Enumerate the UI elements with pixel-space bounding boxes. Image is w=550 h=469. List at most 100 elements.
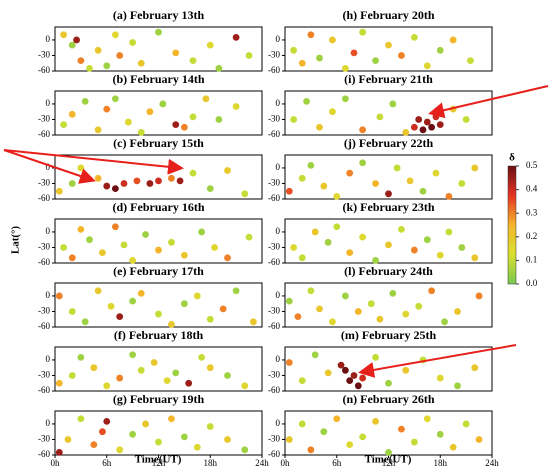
data-point <box>290 244 298 251</box>
data-point <box>180 433 188 441</box>
data-point <box>329 36 336 44</box>
y-tick-label: -60 <box>38 257 50 267</box>
data-point <box>329 108 336 116</box>
data-point <box>172 121 180 129</box>
data-point <box>155 246 162 254</box>
data-point <box>471 164 479 172</box>
data-point <box>475 436 483 443</box>
data-point <box>241 446 249 454</box>
y-tick-label: 0 <box>276 98 281 108</box>
data-point <box>428 123 436 131</box>
data-point <box>103 382 111 390</box>
data-point <box>402 310 410 318</box>
panel-title: (e) February 17th <box>113 264 204 278</box>
data-point <box>471 254 479 262</box>
x-tick-label: 0h <box>281 458 291 468</box>
data-point <box>436 251 444 259</box>
data-point <box>219 305 227 313</box>
y-tick-label: 0 <box>276 34 281 44</box>
data-point <box>354 382 362 390</box>
data-point <box>155 177 162 185</box>
data-point <box>354 308 362 315</box>
data-point <box>471 364 479 372</box>
data-point <box>359 159 367 167</box>
data-point <box>423 236 431 244</box>
data-point <box>372 57 379 65</box>
data-point <box>77 225 85 233</box>
x-tick-label: 0h <box>51 458 61 468</box>
data-point <box>298 377 306 385</box>
data-point <box>116 446 124 454</box>
data-point <box>406 177 414 185</box>
y-tick-label: 0 <box>276 290 281 300</box>
panel-title: (i) February 21th <box>344 72 433 86</box>
data-point <box>376 315 384 323</box>
data-point <box>129 39 137 46</box>
data-point <box>111 185 119 193</box>
data-point <box>359 433 367 441</box>
data-point <box>462 116 470 123</box>
data-point <box>55 187 63 195</box>
data-point <box>436 430 444 438</box>
data-point <box>389 100 397 108</box>
data-point <box>249 318 257 326</box>
y-tick-label: -60 <box>268 257 280 267</box>
data-point <box>290 46 298 54</box>
data-point <box>316 54 323 62</box>
data-point <box>298 174 306 182</box>
y-tick-label: -60 <box>38 321 50 331</box>
data-point <box>103 62 111 70</box>
data-point <box>454 308 461 315</box>
data-point <box>116 52 124 59</box>
data-point <box>206 41 214 49</box>
data-point <box>475 292 483 300</box>
data-point <box>77 353 85 361</box>
y-tick-label: -30 <box>268 50 280 60</box>
data-point <box>99 428 106 436</box>
y-tick-label: -30 <box>268 114 280 124</box>
data-point <box>449 443 457 451</box>
plot-frame <box>54 218 263 264</box>
y-tick-label: -30 <box>268 306 280 316</box>
data-point <box>129 297 137 305</box>
data-point <box>341 366 349 374</box>
data-point <box>155 310 162 318</box>
data-point <box>285 187 293 195</box>
data-point <box>350 49 358 57</box>
data-point <box>159 100 167 108</box>
y-tick-label: 0 <box>46 226 51 236</box>
data-point <box>346 249 354 257</box>
data-point <box>376 113 384 121</box>
data-point <box>350 372 358 379</box>
data-point <box>81 97 89 105</box>
data-point <box>111 223 119 231</box>
data-point <box>81 318 89 326</box>
data-point <box>441 318 448 326</box>
data-point <box>410 123 418 131</box>
panel-title: (f) February 18th <box>114 328 204 342</box>
data-point <box>359 126 367 134</box>
y-tick-label: -30 <box>268 434 280 444</box>
data-point <box>320 428 328 436</box>
data-point <box>341 292 349 300</box>
data-point <box>298 59 306 67</box>
data-point <box>432 169 440 177</box>
y-tick-label: -60 <box>38 449 50 459</box>
data-point <box>402 366 410 374</box>
data-point <box>215 116 223 123</box>
y-tick-label: 0 <box>276 418 281 428</box>
colorbar-tick-label: 0.5 <box>526 160 538 170</box>
data-point <box>419 126 427 134</box>
y-axis-label: Lat(°) <box>10 226 22 255</box>
data-point <box>120 180 128 187</box>
data-point <box>303 97 310 105</box>
y-tick-label: -30 <box>38 306 50 316</box>
data-point <box>232 103 240 110</box>
data-point <box>419 187 427 195</box>
data-point <box>116 374 124 382</box>
data-point <box>55 292 63 300</box>
data-point <box>389 289 397 297</box>
data-point <box>94 287 102 295</box>
data-point <box>129 351 137 359</box>
